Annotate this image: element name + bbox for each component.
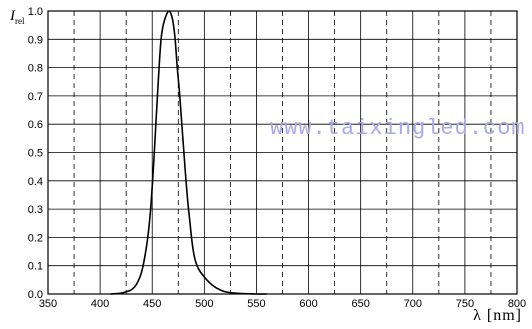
grid	[47, 10, 518, 295]
y-tick-label: 0.3	[28, 204, 43, 216]
x-tick-label: 800	[508, 298, 526, 310]
tick-labels: 0.0 0.1 0.2 0.3 0.4 0.5 0.6 0.7 0.8 0.9 1.0 350 400 4…	[28, 6, 526, 310]
y-tick-label: 0.2	[28, 232, 43, 244]
x-tick-label: 650	[351, 298, 369, 310]
y-tick-label: 0.1	[28, 261, 43, 273]
watermark: www.taixingled.com	[270, 116, 526, 141]
y-tick-label: 1.0	[28, 6, 43, 18]
y-tick-label: 0.6	[28, 119, 43, 131]
y-tick-label: 0.4	[28, 176, 43, 188]
x-tick-label: 550	[247, 298, 265, 310]
series-line	[110, 10, 267, 295]
x-tick-label: 350	[39, 298, 57, 310]
series-layer	[110, 10, 267, 295]
y-tick-label: 0.8	[28, 63, 43, 75]
y-tick-label: 0.9	[28, 34, 43, 46]
x-tick-label: 450	[143, 298, 161, 310]
y-tick-label: 0.5	[28, 148, 43, 160]
x-axis-unit: nm	[493, 307, 516, 324]
x-tick-label: 750	[456, 298, 474, 310]
x-tick-label: 700	[404, 298, 422, 310]
lambda-symbol: λ	[473, 307, 482, 324]
y-tick-label: 0.0	[28, 289, 43, 301]
x-tick-label: 500	[195, 298, 213, 310]
x-tick-label: 600	[299, 298, 317, 310]
y-tick-label: 0.7	[28, 91, 43, 103]
x-tick-label: 400	[91, 298, 109, 310]
x-axis-label: λ [nm]	[473, 307, 522, 324]
y-axis-label: Irel	[10, 8, 25, 26]
